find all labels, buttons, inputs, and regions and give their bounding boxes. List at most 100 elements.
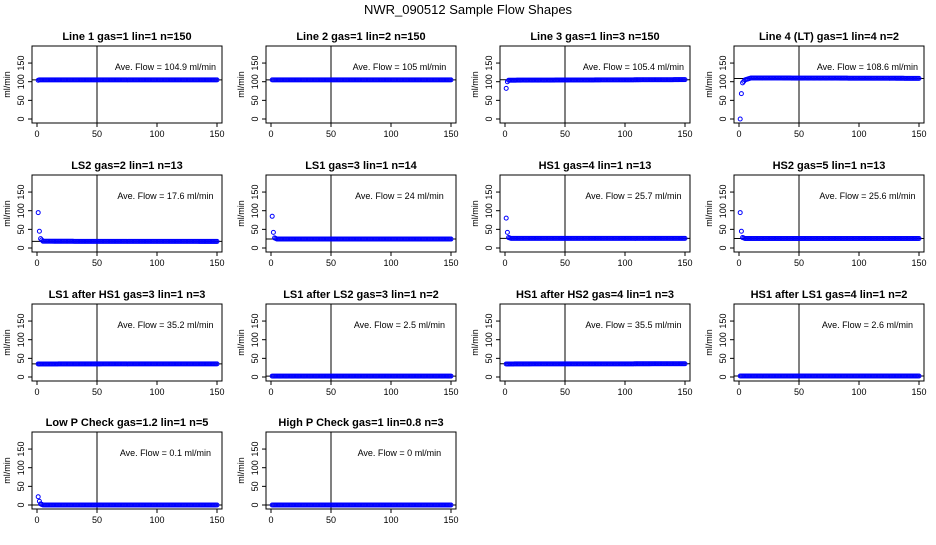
y-tick-label: 0 (718, 374, 728, 379)
data-point (214, 502, 220, 508)
x-tick-label: 50 (92, 129, 102, 139)
panel-12: HS1 after LS1 gas=4 lin=1 n=2 0 50 100 150 ml… (704, 289, 927, 397)
y-tick-label: 50 (250, 95, 260, 105)
panel-8: HS2 gas=5 lin=1 n=13 0 50 100 150 ml/min 0 50 10… (704, 160, 927, 268)
y-tick-label: 100 (250, 203, 260, 218)
data-point (36, 228, 42, 234)
x-tick-label: 150 (677, 129, 692, 139)
x-tick-label: 100 (617, 387, 632, 397)
plot-frame (31, 303, 223, 382)
data-point (448, 373, 454, 379)
x-tick-label: 100 (149, 129, 164, 139)
x-tick-label: 100 (383, 129, 398, 139)
average-flow-annotation: Ave. Flow = 104.9 ml/min (115, 62, 216, 72)
x-tick-label: 150 (443, 387, 458, 397)
panel-title: LS1 gas=3 lin=1 n=14 (305, 160, 417, 172)
y-tick-label: 0 (250, 245, 260, 250)
average-flow-annotation: Ave. Flow = 17.6 ml/min (117, 191, 213, 201)
x-tick-label: 0 (502, 387, 507, 397)
average-flow-annotation: Ave. Flow = 35.2 ml/min (117, 320, 213, 330)
y-tick-label: 150 (16, 185, 26, 200)
panel-title: Line 4 (LT) gas=1 lin=4 n=2 (759, 31, 899, 43)
average-flow-annotation: Ave. Flow = 35.5 ml/min (585, 320, 681, 330)
x-tick-label: 0 (34, 515, 39, 525)
panel-title: HS1 after HS2 gas=4 lin=1 n=3 (516, 289, 674, 301)
y-tick-label: 0 (484, 245, 494, 250)
y-tick-label: 50 (718, 224, 728, 234)
y-tick-label: 50 (718, 95, 728, 105)
data-point (916, 235, 922, 241)
x-tick-label: 50 (794, 258, 804, 268)
data-point (214, 361, 220, 367)
average-flow-annotation: Ave. Flow = 108.6 ml/min (817, 62, 918, 72)
x-tick-label: 150 (911, 129, 926, 139)
x-tick-label: 0 (736, 258, 741, 268)
plot-frame (31, 174, 223, 253)
y-axis-label: ml/min (236, 71, 246, 98)
y-tick-label: 100 (250, 332, 260, 347)
y-tick-label: 0 (718, 245, 728, 250)
average-flow-annotation: Ave. Flow = 25.6 ml/min (819, 191, 915, 201)
y-tick-label: 0 (250, 374, 260, 379)
panel-title: Line 2 gas=1 lin=2 n=150 (296, 31, 425, 43)
x-tick-label: 0 (502, 258, 507, 268)
x-tick-label: 0 (268, 258, 273, 268)
y-tick-label: 100 (718, 74, 728, 89)
x-tick-label: 50 (326, 129, 336, 139)
data-point (737, 116, 743, 122)
y-tick-label: 50 (16, 353, 26, 363)
y-axis-label: ml/min (704, 71, 714, 98)
x-tick-label: 100 (617, 258, 632, 268)
x-tick-label: 50 (326, 387, 336, 397)
figure-title: NWR_090512 Sample Flow Shapes (364, 2, 573, 17)
y-tick-label: 150 (718, 314, 728, 329)
y-tick-label: 100 (16, 332, 26, 347)
y-tick-label: 100 (718, 203, 728, 218)
x-tick-label: 150 (677, 258, 692, 268)
average-flow-annotation: Ave. Flow = 0.1 ml/min (120, 448, 211, 458)
plot-frame (499, 303, 691, 382)
panel-11: HS1 after HS2 gas=4 lin=1 n=3 0 50 100 150 ml… (470, 289, 693, 397)
x-tick-label: 100 (383, 387, 398, 397)
y-tick-label: 50 (250, 224, 260, 234)
y-tick-label: 150 (16, 314, 26, 329)
y-axis-label: ml/min (2, 71, 12, 98)
x-tick-label: 50 (794, 129, 804, 139)
average-flow-annotation: Ave. Flow = 0 ml/min (358, 448, 442, 458)
x-tick-label: 150 (911, 387, 926, 397)
y-axis-label: ml/min (2, 329, 12, 356)
x-tick-label: 100 (149, 387, 164, 397)
x-tick-label: 150 (911, 258, 926, 268)
y-tick-label: 50 (250, 481, 260, 491)
data-point (35, 210, 41, 216)
plot-frame (265, 303, 457, 382)
y-axis-label: ml/min (704, 329, 714, 356)
panel-title: HS2 gas=5 lin=1 n=13 (773, 160, 886, 172)
y-tick-label: 100 (16, 203, 26, 218)
y-tick-label: 0 (16, 502, 26, 507)
y-tick-label: 100 (250, 460, 260, 475)
x-tick-label: 100 (851, 258, 866, 268)
panel-2: Line 2 gas=1 lin=2 n=150 0 50 100 150 ml/min 0… (236, 31, 459, 139)
average-flow-annotation: Ave. Flow = 105 ml/min (353, 62, 447, 72)
y-axis-label: ml/min (704, 200, 714, 227)
y-tick-label: 50 (250, 353, 260, 363)
x-tick-label: 150 (209, 258, 224, 268)
average-flow-annotation: Ave. Flow = 2.6 ml/min (822, 320, 913, 330)
data-point (448, 236, 454, 242)
x-tick-label: 150 (677, 387, 692, 397)
x-tick-label: 50 (794, 387, 804, 397)
panel-4: Line 4 (LT) gas=1 lin=4 n=2 0 50 100 150 ml/m… (704, 31, 927, 139)
y-axis-label: ml/min (2, 200, 12, 227)
y-tick-label: 150 (16, 442, 26, 457)
y-axis-label: ml/min (470, 200, 480, 227)
data-point (738, 228, 744, 234)
x-tick-label: 150 (209, 129, 224, 139)
panel-title: High P Check gas=1 lin=0.8 n=3 (278, 417, 443, 429)
plot-frame (733, 174, 925, 253)
panel-title: Line 1 gas=1 lin=1 n=150 (62, 31, 191, 43)
x-tick-label: 0 (34, 129, 39, 139)
plot-frame (733, 45, 925, 124)
x-tick-label: 50 (326, 258, 336, 268)
